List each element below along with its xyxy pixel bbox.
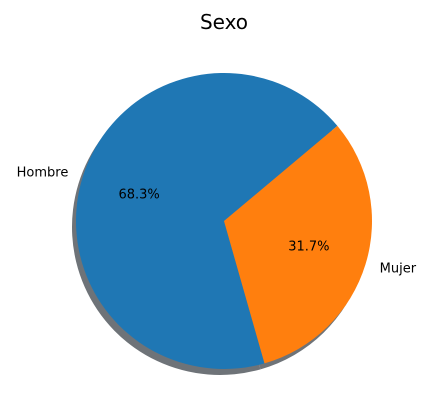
chart-title: Sexo (200, 10, 248, 34)
pie-labels: Hombre 68.3% Mujer 31.7% (17, 166, 417, 277)
pie-slice-hombre (75, 73, 338, 370)
pct-label-mujer: 31.7% (288, 240, 329, 255)
slice-label-mujer: Mujer (380, 261, 417, 276)
pie-slice-mujer (224, 125, 372, 364)
slice-label-hombre: Hombre (17, 166, 69, 181)
pct-label-hombre: 68.3% (118, 187, 159, 202)
pie-slices (75, 73, 372, 370)
